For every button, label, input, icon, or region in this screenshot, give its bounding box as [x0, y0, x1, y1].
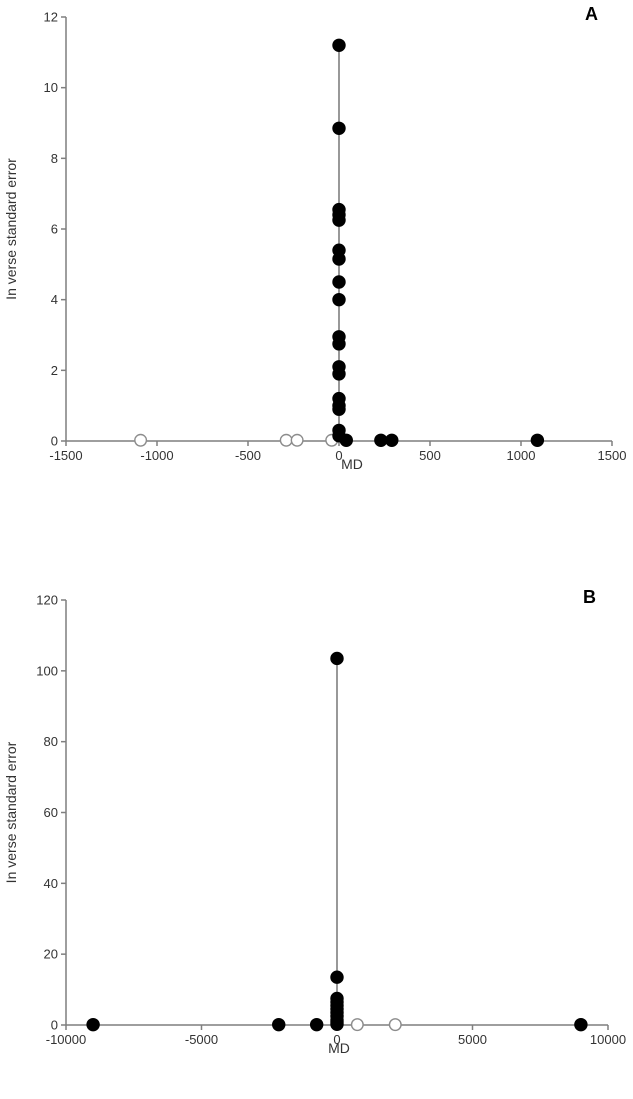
y-tick-label: 4: [51, 292, 58, 307]
panel-label: B: [583, 587, 596, 607]
x-axis-label: MD: [328, 1040, 350, 1056]
x-tick-label: 500: [419, 448, 441, 463]
y-tick-label: 40: [44, 876, 58, 891]
y-tick-label: 6: [51, 222, 58, 237]
x-tick-label: -500: [235, 448, 261, 463]
panel-label: A: [585, 4, 598, 24]
x-tick-label: 0: [333, 1032, 340, 1047]
y-axis-label: In verse standard error: [3, 741, 19, 883]
data-point-observed: [574, 1017, 588, 1032]
data-point-observed: [332, 121, 346, 136]
data-point-observed: [332, 402, 346, 416]
x-tick-label: 1500: [598, 448, 627, 463]
x-tick-label: -5000: [185, 1032, 218, 1047]
x-axis-label: MD: [341, 456, 363, 472]
data-point-observed: [330, 651, 344, 666]
data-point-observed: [272, 1017, 286, 1032]
data-point-observed: [332, 337, 346, 351]
data-point-observed: [330, 1017, 344, 1031]
y-tick-label: 2: [51, 363, 58, 378]
data-point-observed: [332, 252, 346, 266]
data-point-observed: [530, 433, 545, 447]
x-tick-label: -1000: [140, 448, 173, 463]
data-point-observed: [86, 1017, 100, 1032]
data-point-observed: [332, 292, 346, 307]
x-tick-label: 0: [335, 448, 342, 463]
data-point-observed: [332, 275, 346, 289]
data-point-observed: [385, 433, 399, 447]
x-tick-label: -10000: [46, 1032, 86, 1047]
y-tick-label: 8: [51, 151, 58, 166]
data-point-observed: [339, 433, 353, 447]
y-axis-label: In verse standard error: [3, 158, 19, 300]
data-point-observed: [330, 970, 344, 984]
y-tick-label: 80: [44, 734, 58, 749]
chart-panel-b: 0 20 40 60 80 100 120 -10000 -5000 0 5000 10000 MD In…: [3, 587, 626, 1056]
x-tick-label: 1000: [507, 448, 536, 463]
y-tick-label: 0: [51, 434, 58, 449]
data-point-observed: [332, 213, 346, 227]
y-tick-label: 120: [36, 593, 58, 608]
y-tick-label: 0: [51, 1018, 58, 1033]
x-tick-label: 10000: [590, 1032, 626, 1047]
y-tick-label: 12: [44, 10, 58, 25]
data-point-observed: [332, 38, 346, 52]
y-tick-label: 10: [44, 80, 58, 95]
data-point-imputed: [350, 1018, 364, 1032]
y-tick-label: 60: [44, 805, 58, 820]
data-point-observed: [309, 1017, 324, 1032]
y-tick-label: 100: [36, 663, 58, 678]
chart-panel-a: 0 2 4 6 8 10 12 -1500 -1000 -500 0 500 1000 1500 MD In …: [3, 4, 626, 472]
x-tick-label: -1500: [49, 448, 82, 463]
data-point-observed: [332, 367, 346, 381]
data-point-imputed: [290, 433, 304, 447]
data-point-imputed: [279, 433, 293, 447]
y-tick-label: 20: [44, 947, 58, 962]
data-point-imputed: [388, 1018, 402, 1032]
x-tick-label: 5000: [458, 1032, 487, 1047]
data-point-imputed: [134, 433, 148, 447]
